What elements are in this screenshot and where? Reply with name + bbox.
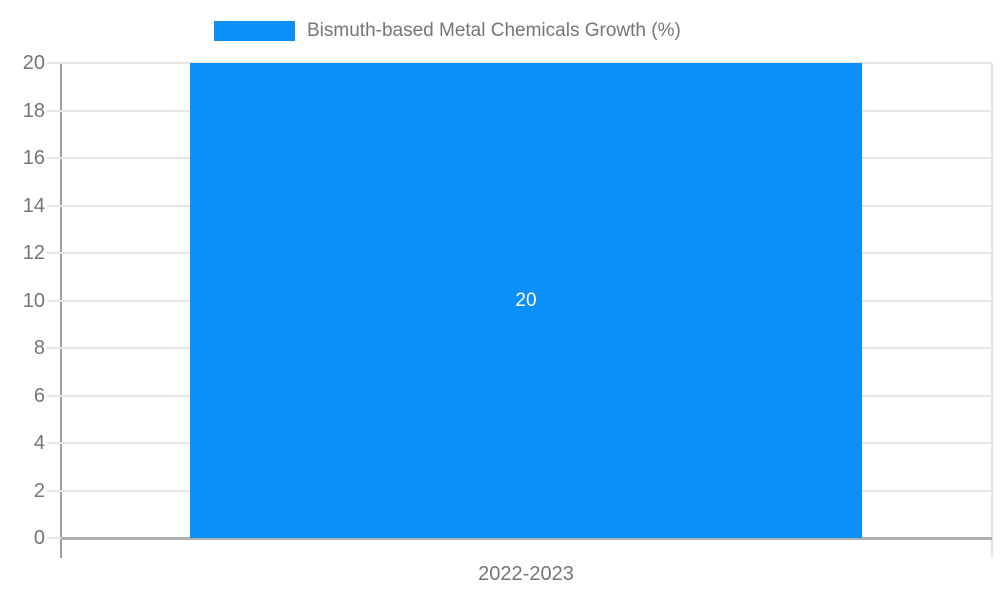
legend-label: Bismuth-based Metal Chemicals Growth (%) (307, 20, 681, 41)
y-axis-tick (47, 109, 61, 112)
y-axis-tick-label: 4 (33, 432, 45, 454)
y-axis-tick-label: 6 (33, 384, 45, 407)
bar-value-label: 20 (515, 289, 537, 311)
y-axis-tick (47, 537, 61, 539)
y-axis-tick-label: 20 (22, 52, 45, 74)
legend-swatch (214, 21, 295, 41)
y-axis-tick (47, 394, 61, 397)
y-axis-tick (47, 347, 61, 349)
y-axis-tick (47, 252, 61, 254)
y-axis-line (60, 63, 62, 558)
y-axis-tick (47, 299, 61, 302)
y-axis-tick (47, 157, 61, 159)
y-axis-tick-label: 0 (33, 527, 45, 549)
x-axis-category-label: 2022-2023 (478, 563, 574, 585)
y-axis-tick (47, 204, 61, 207)
y-axis-tick-label: 18 (22, 99, 45, 122)
y-axis-tick-label: 2 (33, 479, 45, 502)
y-axis-tick-label: 14 (22, 194, 45, 217)
y-axis-tick-label: 10 (22, 289, 45, 312)
plot-right-border (991, 63, 993, 558)
y-axis-tick-label: 12 (22, 242, 45, 264)
bar-2022-2023 (190, 63, 862, 538)
x-axis-baseline (61, 537, 992, 540)
y-axis-tick-label: 16 (22, 147, 45, 169)
y-axis-tick (47, 442, 61, 444)
y-axis-tick (47, 489, 61, 492)
y-axis-tick (47, 62, 61, 64)
y-axis-tick-label: 8 (33, 337, 45, 359)
